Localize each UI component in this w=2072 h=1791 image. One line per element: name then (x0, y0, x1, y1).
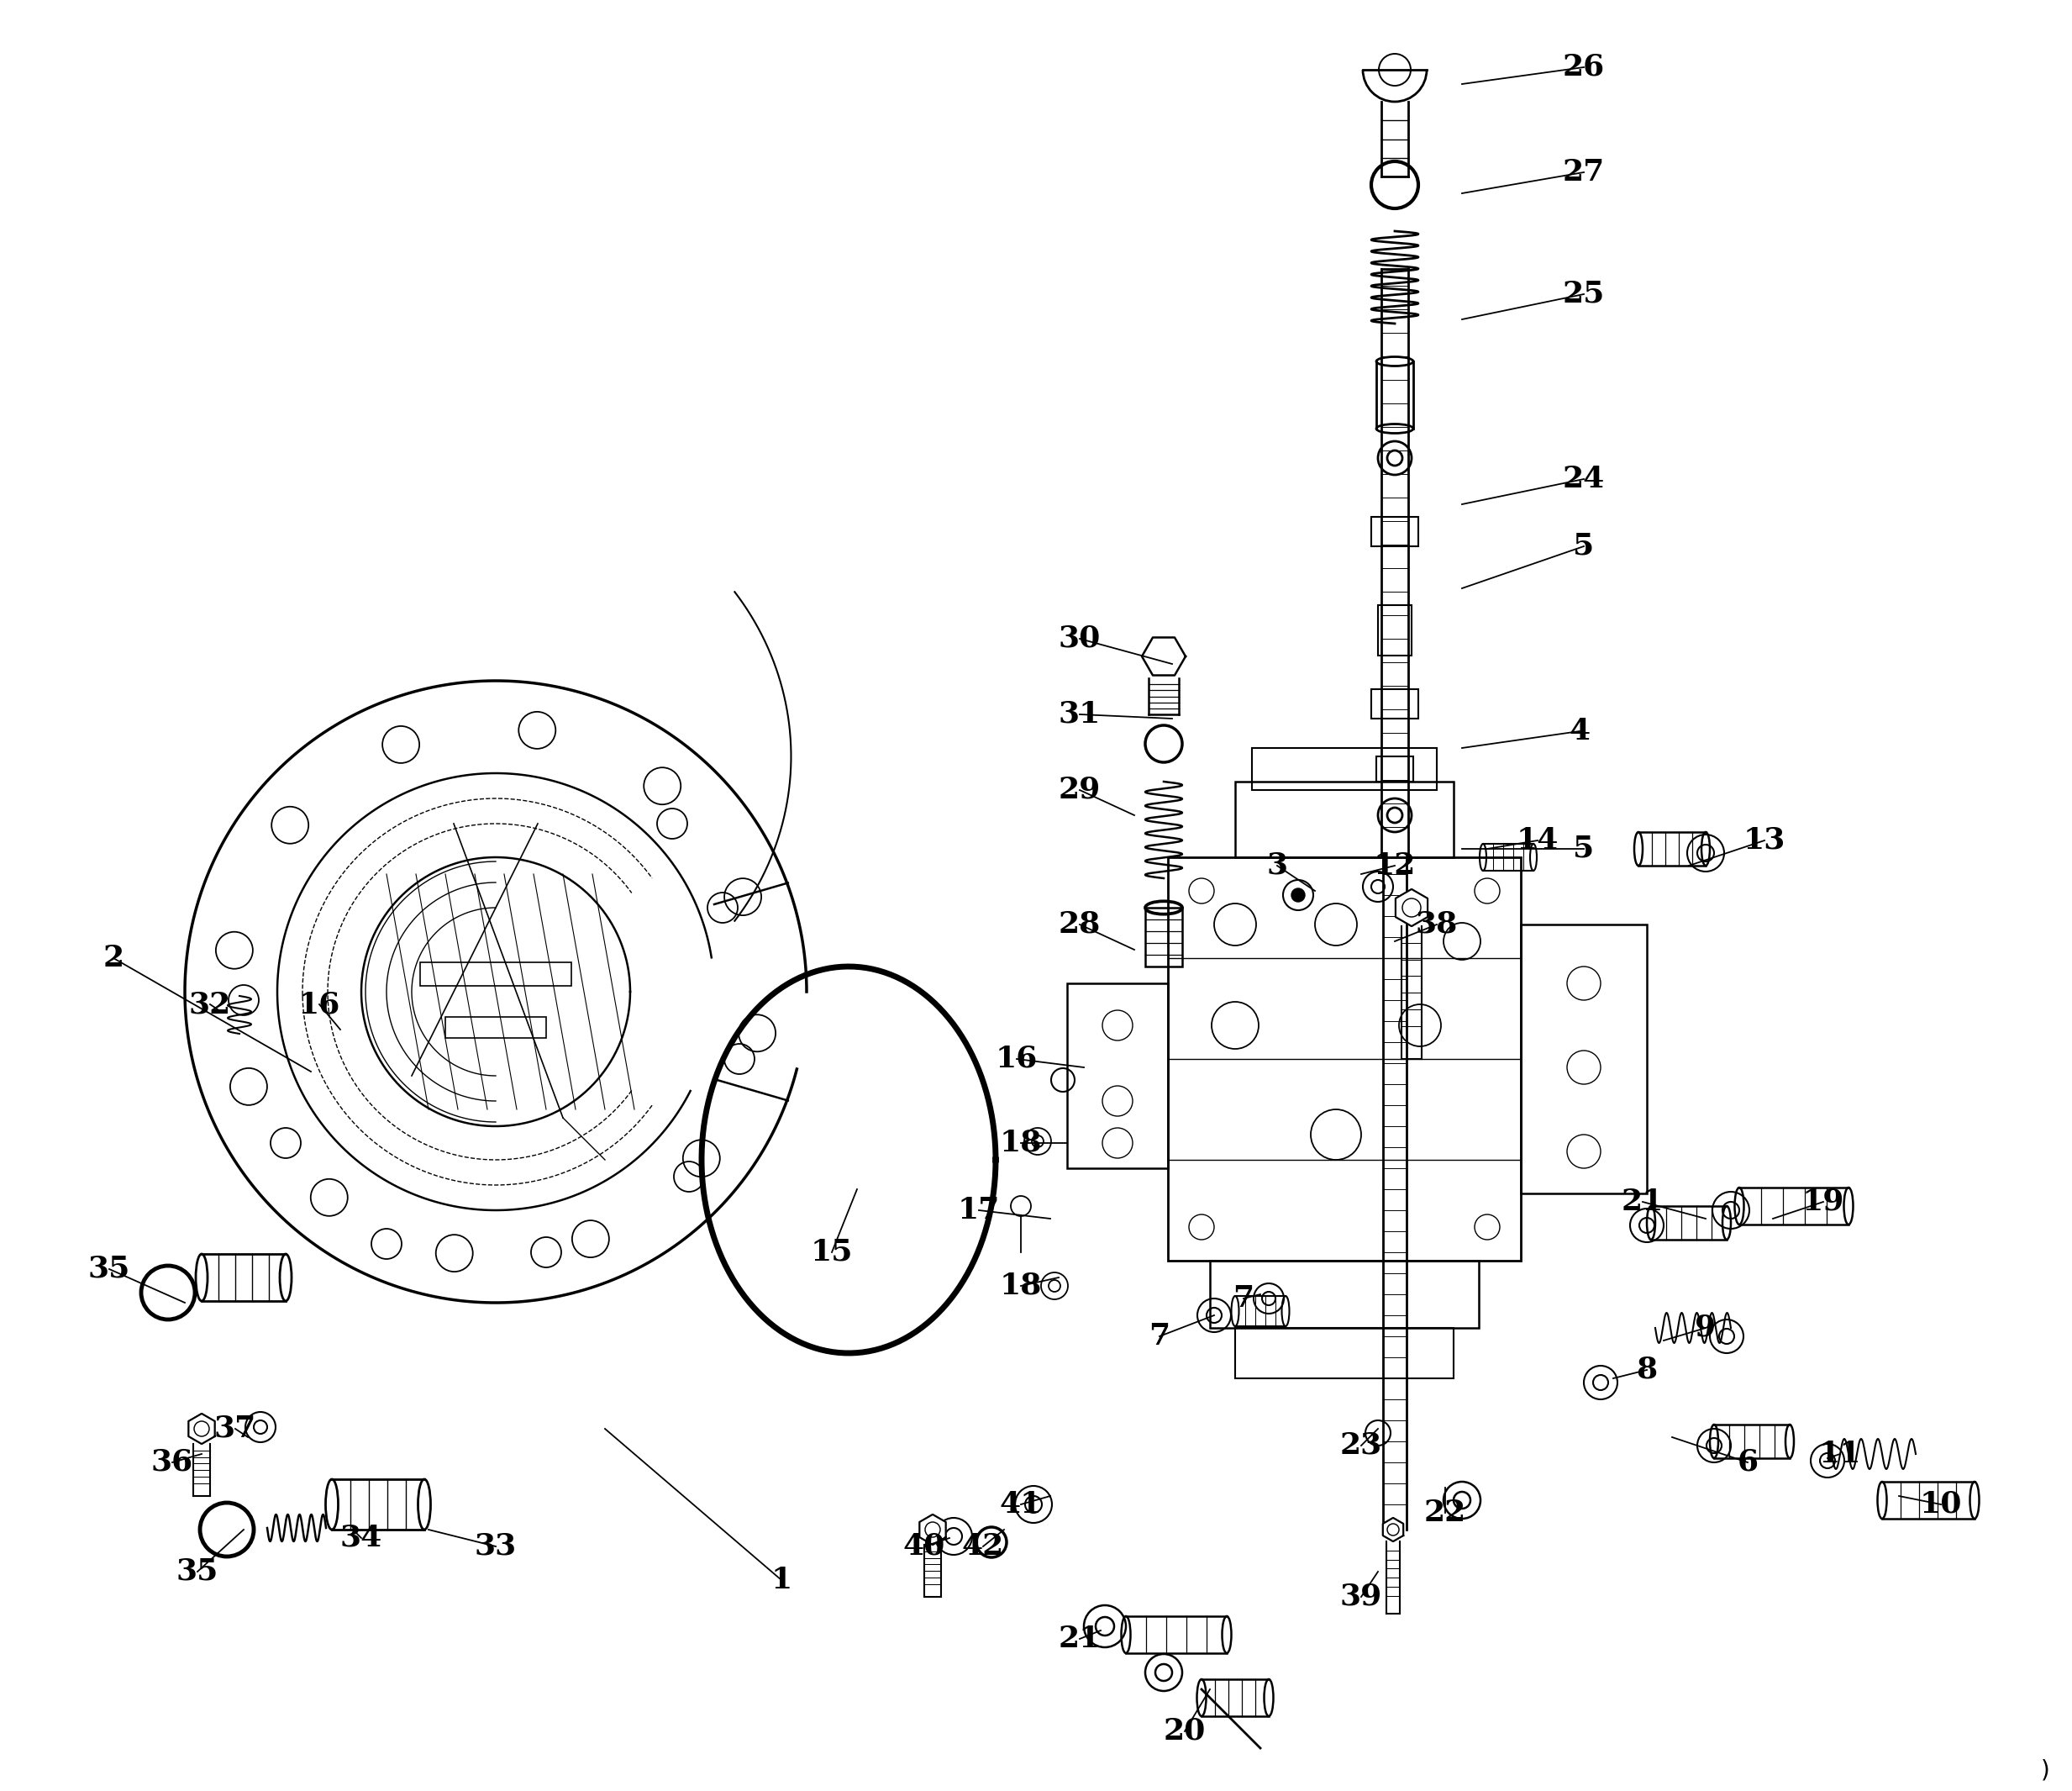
Text: 26: 26 (1562, 54, 1606, 82)
Bar (1376, 756, 1413, 781)
Text: 24: 24 (1562, 466, 1606, 493)
Bar (1378, 605, 1411, 656)
Text: 41: 41 (999, 1490, 1042, 1519)
Bar (1210, 1261, 1479, 1327)
Text: 11: 11 (1819, 1440, 1861, 1469)
Text: 20: 20 (1164, 1718, 1206, 1746)
Text: 35: 35 (176, 1558, 220, 1585)
Text: 5: 5 (1573, 835, 1595, 863)
Bar (1251, 749, 1436, 790)
Text: 40: 40 (903, 1531, 945, 1560)
Text: 7: 7 (1233, 1284, 1254, 1313)
Text: 37: 37 (213, 1415, 257, 1444)
Text: 12: 12 (1374, 851, 1415, 879)
Bar (1067, 983, 1169, 1168)
Bar (421, 962, 572, 985)
Text: 6: 6 (1736, 1449, 1759, 1476)
Text: 3: 3 (1266, 851, 1287, 879)
Text: 17: 17 (957, 1196, 1001, 1225)
Text: 27: 27 (1562, 158, 1606, 186)
Text: 34: 34 (340, 1524, 383, 1553)
Text: 22: 22 (1423, 1499, 1467, 1528)
Text: 30: 30 (1059, 625, 1100, 654)
Bar (445, 1017, 547, 1039)
Text: 36: 36 (151, 1449, 193, 1476)
Text: 15: 15 (810, 1238, 854, 1266)
Polygon shape (189, 1413, 215, 1444)
Text: 1: 1 (771, 1565, 792, 1594)
Text: 16: 16 (995, 1044, 1038, 1073)
Text: 10: 10 (1921, 1490, 1962, 1519)
Text: 21: 21 (1059, 1624, 1100, 1653)
Text: 33: 33 (474, 1531, 516, 1560)
Text: 8: 8 (1637, 1356, 1658, 1384)
Polygon shape (1382, 1517, 1403, 1542)
Polygon shape (1397, 888, 1428, 926)
Text: 9: 9 (1695, 1313, 1716, 1341)
Text: 7: 7 (1150, 1322, 1171, 1350)
Bar (1235, 1327, 1455, 1379)
Text: 38: 38 (1415, 910, 1459, 938)
Text: 29: 29 (1059, 776, 1100, 804)
Text: 23: 23 (1341, 1431, 1382, 1460)
Text: ): ) (2041, 1759, 2049, 1782)
Text: 25: 25 (1562, 279, 1606, 308)
Polygon shape (920, 1515, 945, 1546)
Bar (1372, 690, 1419, 718)
Text: 19: 19 (1803, 1187, 1844, 1216)
Text: 35: 35 (89, 1255, 131, 1284)
Bar (1169, 858, 1521, 1261)
Circle shape (1291, 888, 1305, 903)
Bar (1146, 908, 1183, 967)
Text: 5: 5 (1573, 532, 1595, 561)
Text: 31: 31 (1059, 700, 1100, 729)
Text: 2: 2 (104, 944, 124, 973)
Text: 13: 13 (1743, 826, 1786, 854)
Text: 14: 14 (1517, 826, 1558, 854)
Text: 18: 18 (999, 1128, 1042, 1157)
Text: 21: 21 (1622, 1187, 1664, 1216)
Text: 32: 32 (189, 990, 232, 1019)
Text: 16: 16 (298, 990, 340, 1019)
Bar (1521, 924, 1647, 1193)
Text: 39: 39 (1341, 1583, 1382, 1612)
Text: 18: 18 (999, 1272, 1042, 1300)
Text: 42: 42 (961, 1531, 1005, 1560)
Text: 28: 28 (1059, 910, 1100, 938)
Text: 4: 4 (1569, 716, 1589, 745)
Bar (1235, 781, 1455, 858)
Bar (1372, 518, 1419, 546)
